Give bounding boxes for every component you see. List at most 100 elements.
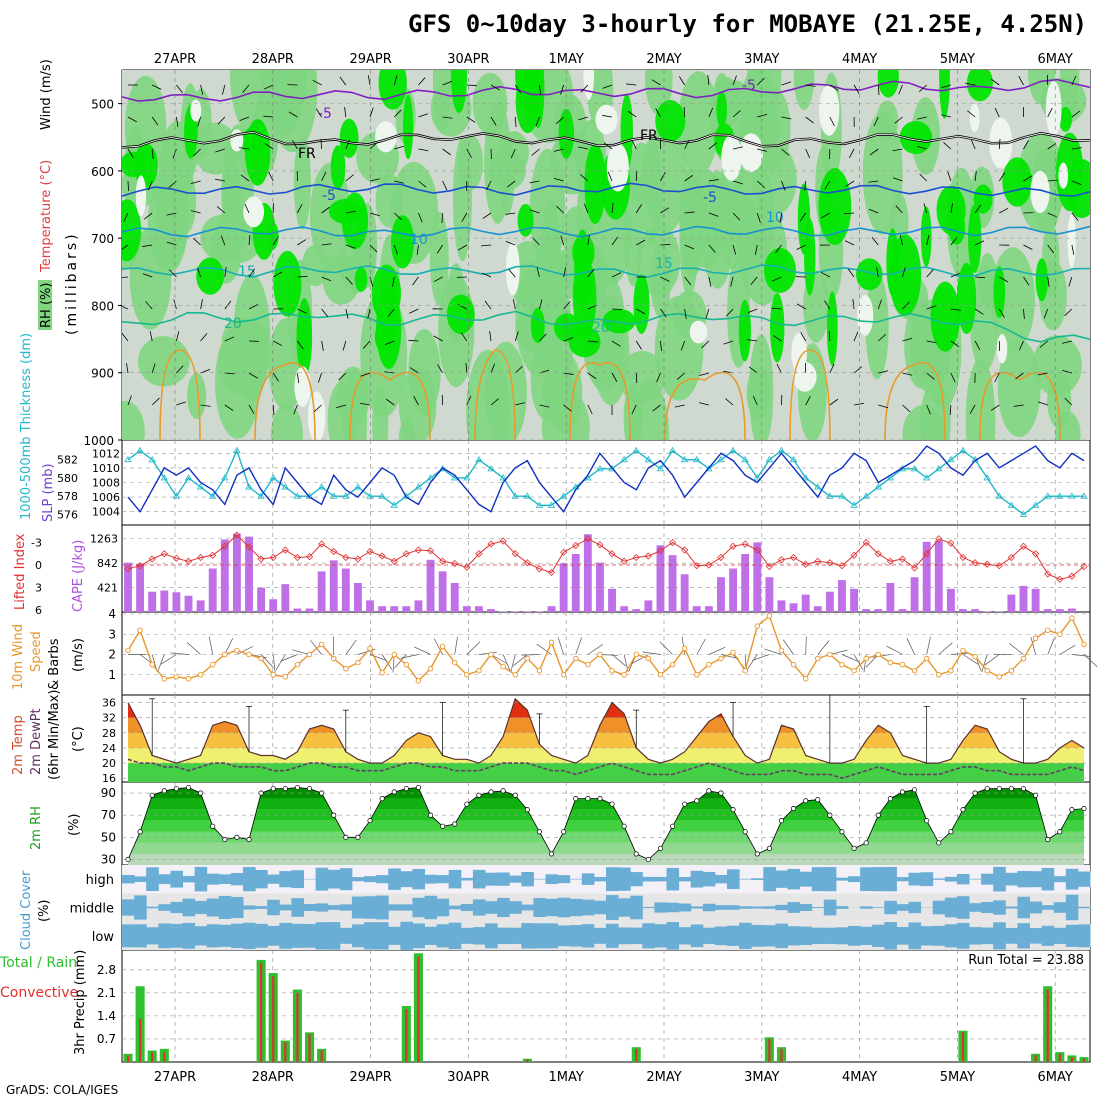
precip-conv-bar <box>405 1009 408 1062</box>
wind-barb <box>392 276 395 287</box>
rh-point <box>524 807 530 813</box>
thickness-line-point <box>148 455 156 463</box>
contour-label: 15 <box>238 264 256 280</box>
wind-barb <box>660 308 667 318</box>
rh-shade <box>408 329 441 416</box>
cape-bar <box>850 588 859 612</box>
wind-barb <box>239 116 250 121</box>
rh-shade-high <box>530 307 545 344</box>
cloud-cover-bar <box>1041 867 1055 891</box>
cloud-cover-bar <box>485 901 498 914</box>
cloud-cover-bar <box>739 922 752 949</box>
thickness-line-point <box>293 492 302 499</box>
cloud-cover-bar <box>944 897 958 918</box>
wind-barb <box>1047 276 1050 287</box>
cloud-cover-bar <box>436 924 450 948</box>
rh-shade-high <box>818 168 852 245</box>
wind-barb <box>510 148 516 159</box>
thickness-line-point <box>910 465 919 472</box>
wind-barb <box>393 212 402 220</box>
wind-barb <box>553 148 564 152</box>
wind-speed-line-point <box>379 669 385 676</box>
thickness-line-point <box>354 483 362 490</box>
cloud-cover-bar <box>545 923 559 949</box>
wind-barb <box>1059 644 1076 655</box>
cloud-cover-bar <box>618 927 631 945</box>
wind-barb <box>321 206 330 214</box>
wind-speed-line-point <box>488 651 494 658</box>
wind-barb <box>152 84 162 90</box>
rh-point <box>391 789 397 795</box>
y-axis-label: CAPE (J/kg) <box>71 540 86 612</box>
wind-barb <box>853 366 863 374</box>
wind-speed-line-point <box>718 655 724 662</box>
y-tick-label: 90 <box>101 786 116 800</box>
date-label-bottom: 30APR <box>447 1070 489 1085</box>
wind-speed-line-point <box>706 661 712 668</box>
wind-speed-line-point <box>669 661 676 668</box>
wind-barb <box>696 638 706 655</box>
contour-label: 20 <box>592 320 610 336</box>
wind-speed-line-point <box>839 661 845 668</box>
wind-barb <box>345 308 349 319</box>
cloud-cover-bar <box>799 926 813 946</box>
contour-label: -5 <box>318 106 332 122</box>
li-point <box>572 541 580 550</box>
wind-barb <box>418 148 429 152</box>
wind-barb <box>684 244 695 250</box>
wind-barb <box>781 81 792 86</box>
wind-barb <box>841 654 859 662</box>
rh-point <box>875 812 881 818</box>
wind-speed-line-point <box>585 661 591 668</box>
cloud-cover-bar <box>364 876 377 883</box>
cloud-cover-bar <box>424 926 438 945</box>
wind-barb <box>312 79 322 86</box>
cloud-cover-bar <box>388 868 401 890</box>
wind-barb <box>747 308 758 313</box>
cloud-cover-bar <box>908 872 922 886</box>
y-tick-label: 1000 <box>83 434 114 448</box>
wind-barb <box>563 404 572 412</box>
rh-shade-high <box>877 70 899 98</box>
contour-label: FR <box>298 146 316 162</box>
contour-line <box>122 225 1090 238</box>
rh-shade <box>758 70 782 119</box>
rh-shade <box>293 135 311 230</box>
rh-point <box>778 818 785 824</box>
cloud-cover-bar <box>291 898 304 917</box>
li-point <box>995 562 1003 570</box>
wind-barb <box>508 269 516 278</box>
cloud-cover-bar <box>497 897 510 918</box>
thickness-line-point <box>523 492 532 499</box>
wind-barb <box>805 395 811 406</box>
wind-barb <box>764 648 782 655</box>
contour-line <box>979 371 1061 440</box>
date-label-top: 29APR <box>349 52 391 67</box>
cape-bar <box>317 571 326 612</box>
cloud-cover-bar <box>618 898 631 917</box>
wind-barb <box>1068 276 1073 287</box>
wind-barb <box>684 211 695 214</box>
li-point <box>681 546 689 554</box>
wind-speed-line-point <box>1008 667 1015 674</box>
cloud-cover-bar <box>182 898 196 917</box>
y-axis-label-wind: Wind (m/s) <box>39 59 54 130</box>
li-point <box>1068 572 1076 580</box>
cloud-cover-bar <box>763 906 776 909</box>
y-tick-label: 0.7 <box>97 1032 116 1046</box>
rh-point <box>597 796 603 802</box>
thickness-line-point <box>414 483 423 490</box>
wind-barb <box>317 372 322 383</box>
wind-barb <box>563 372 574 375</box>
rh-point <box>367 818 373 824</box>
cloud-cover-bar <box>327 869 341 889</box>
rh-shade-low <box>505 242 520 296</box>
wind-speed-line-point <box>560 672 567 678</box>
wind-barb <box>994 372 1000 383</box>
cloud-cover-bar <box>158 923 171 949</box>
rh-point <box>694 798 700 804</box>
wind-barb <box>683 106 686 118</box>
rh-shade-high <box>930 281 960 352</box>
li-point <box>693 562 701 570</box>
